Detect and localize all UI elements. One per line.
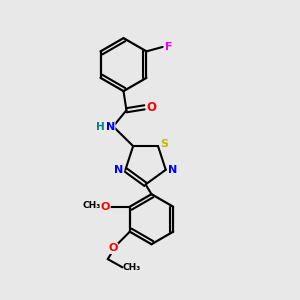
Text: S: S <box>160 139 169 149</box>
Text: N: N <box>106 122 115 132</box>
Text: H: H <box>97 122 105 132</box>
Text: O: O <box>146 101 156 114</box>
Text: O: O <box>108 244 118 254</box>
Text: CH₃: CH₃ <box>82 201 100 210</box>
Text: F: F <box>165 42 173 52</box>
Text: CH₃: CH₃ <box>122 263 140 272</box>
Text: N: N <box>168 165 177 175</box>
Text: N: N <box>114 165 124 175</box>
Text: O: O <box>101 202 110 212</box>
